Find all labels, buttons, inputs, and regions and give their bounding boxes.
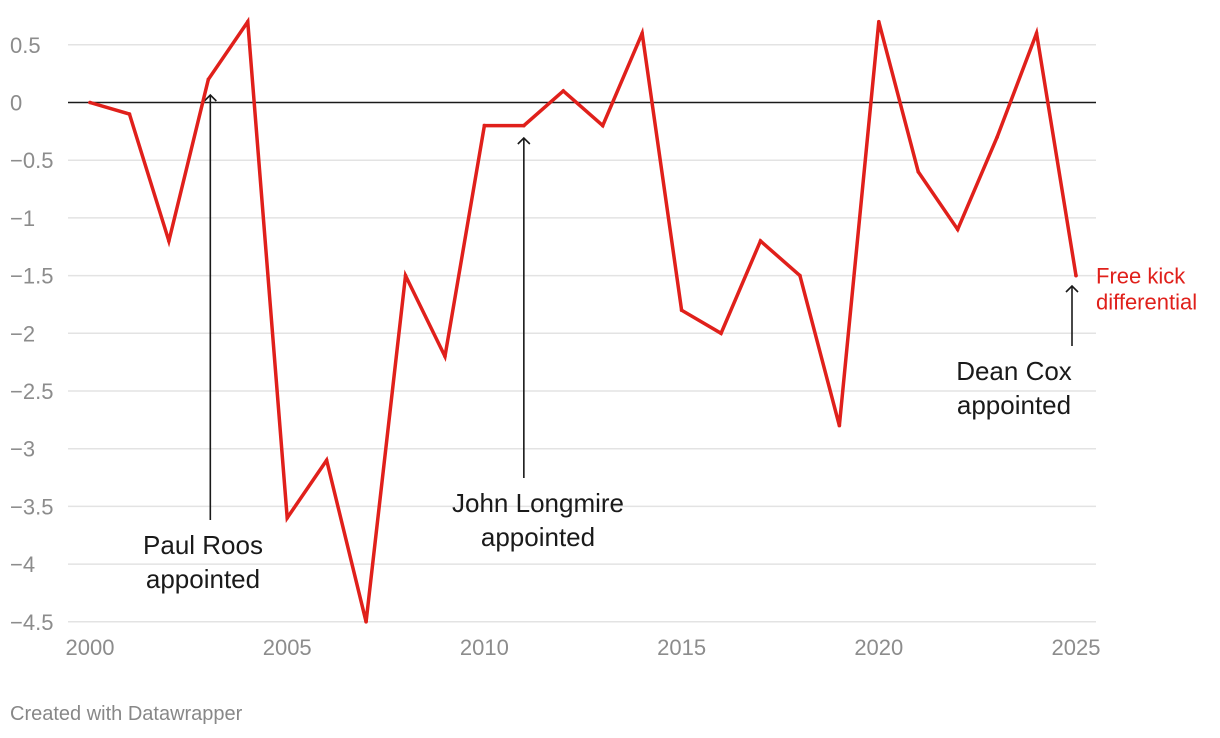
x-tick-label: 2000 bbox=[66, 635, 115, 660]
data-point bbox=[482, 123, 487, 128]
grid-lines bbox=[68, 44, 1096, 623]
data-point bbox=[640, 31, 644, 36]
x-tick-label: 2015 bbox=[657, 635, 706, 660]
x-axis-ticks: 2000 2005 2010 2015 2020 2025 bbox=[66, 635, 1101, 660]
data-point bbox=[719, 331, 723, 336]
data-point bbox=[443, 354, 447, 359]
data-point bbox=[837, 423, 842, 428]
x-tick-label: 2005 bbox=[263, 635, 312, 660]
series-layer: Free kick differential bbox=[88, 16, 1197, 624]
data-point bbox=[916, 169, 921, 174]
y-tick-label: −3 bbox=[10, 437, 35, 462]
data-point bbox=[561, 89, 566, 93]
data-point bbox=[285, 516, 290, 520]
data-point bbox=[955, 227, 960, 232]
y-axis-ticks: 0.5 0 −0.5 −1 −1.5 −2 −2.5 −3 −3.5 −4 −4.5 bbox=[10, 33, 53, 635]
data-point bbox=[522, 123, 526, 128]
data-point bbox=[324, 458, 329, 463]
data-point bbox=[877, 19, 881, 24]
data-point bbox=[600, 123, 605, 128]
data-point bbox=[167, 239, 171, 243]
credit-text: Created with Datawrapper bbox=[10, 703, 243, 725]
annotation-label: Paul Roos appointed bbox=[143, 530, 263, 594]
y-tick-label: −3.5 bbox=[10, 494, 53, 519]
data-point bbox=[679, 308, 684, 313]
data-point bbox=[798, 273, 802, 278]
data-point bbox=[758, 239, 763, 243]
data-point bbox=[88, 100, 92, 105]
series-label: Free kick differential bbox=[1096, 264, 1197, 315]
data-point bbox=[245, 19, 250, 24]
data-point bbox=[995, 135, 999, 139]
y-tick-label: −1 bbox=[10, 206, 35, 231]
y-tick-label: −2.5 bbox=[10, 379, 53, 404]
data-point bbox=[1074, 273, 1078, 278]
annotations: Paul Roos appointed John Longmire appointed… bbox=[143, 93, 1079, 594]
y-tick-label: 0.5 bbox=[10, 33, 41, 58]
data-point bbox=[206, 77, 211, 82]
data-point bbox=[1034, 31, 1039, 36]
y-tick-label: −1.5 bbox=[10, 264, 53, 289]
x-tick-label: 2025 bbox=[1052, 635, 1101, 660]
data-point bbox=[403, 273, 408, 278]
series-line bbox=[88, 16, 1078, 623]
x-tick-label: 2020 bbox=[854, 635, 903, 660]
y-tick-label: 0 bbox=[10, 91, 22, 116]
data-point bbox=[127, 112, 132, 116]
annotation-label: John Longmire appointed bbox=[452, 488, 624, 552]
y-tick-label: −4 bbox=[10, 552, 35, 577]
data-point bbox=[364, 620, 368, 624]
y-tick-label: −2 bbox=[10, 321, 35, 346]
y-tick-label: −0.5 bbox=[10, 148, 53, 173]
y-tick-label: −4.5 bbox=[10, 610, 53, 635]
annotation-label: Dean Cox appointed bbox=[956, 356, 1072, 420]
x-tick-label: 2010 bbox=[460, 635, 509, 660]
